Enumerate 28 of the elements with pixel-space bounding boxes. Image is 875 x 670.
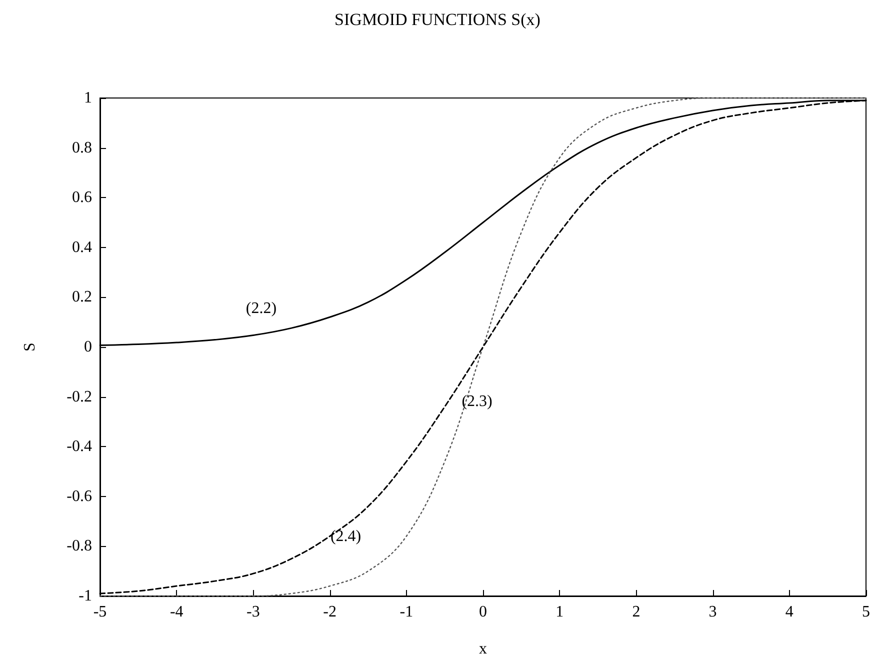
x-tick-label: -2 xyxy=(323,604,336,620)
y-tick-label: 0 xyxy=(84,338,92,356)
y-tick-label: -0.8 xyxy=(66,538,92,555)
x-tick-label: 5 xyxy=(862,604,870,620)
x-axis-title: x xyxy=(479,640,487,658)
x-tick-label: -3 xyxy=(246,604,260,620)
y-tick-label: -0.2 xyxy=(66,388,92,406)
y-tick-label: 0.2 xyxy=(72,288,92,306)
x-tick-label: 1 xyxy=(556,604,564,620)
series-label: (2.3) xyxy=(462,393,492,410)
y-tick-label: -1 xyxy=(78,588,92,604)
x-tick-label: 0 xyxy=(479,604,487,620)
y-tick-label: 0.4 xyxy=(72,238,92,256)
y-tick-label: 0.6 xyxy=(72,189,92,206)
y-tick-label: -0.6 xyxy=(66,488,92,505)
x-tick-label: 2 xyxy=(632,604,640,620)
series-label: (2.4) xyxy=(330,528,362,545)
x-tick-label: -5 xyxy=(93,604,107,620)
x-tick-label: -4 xyxy=(170,604,184,620)
y-tick-label: 0.8 xyxy=(72,139,92,156)
y-tick-label: -0.4 xyxy=(66,438,92,456)
x-tick-label: 3 xyxy=(708,604,717,620)
x-tick-label: 4 xyxy=(785,604,794,620)
y-axis-title: S xyxy=(22,342,38,352)
y-tick-label: 1 xyxy=(84,90,92,106)
series-label: (2.2) xyxy=(246,300,277,317)
chart-title: SIGMOID FUNCTIONS S(x) xyxy=(334,10,540,29)
x-tick-label: -1 xyxy=(400,604,414,620)
